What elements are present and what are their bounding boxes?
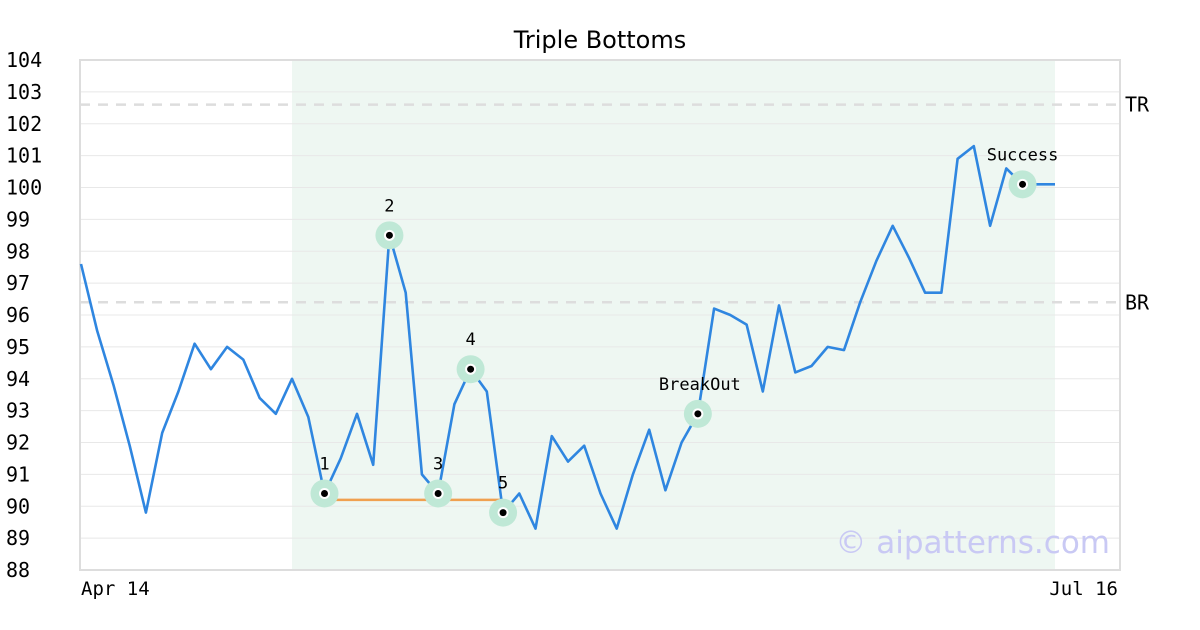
annotation-success: Success (987, 145, 1059, 165)
marker-dot-breakout (694, 410, 702, 418)
price-series (79, 144, 1055, 530)
chart-title: Triple Bottoms (513, 26, 687, 54)
marker-dot-1 (321, 490, 328, 497)
y-tick-label: 99 (6, 207, 30, 231)
y-tick-labels: 88 89 90 91 92 93 94 95 96 97 98 99 100 101 102 103 104 (6, 48, 42, 582)
x-tick-end: Jul 16 (1049, 578, 1118, 600)
x-tick-start: Apr 14 (81, 578, 150, 600)
y-tick-label: 88 (6, 558, 30, 582)
level-label-tr: TR (1125, 93, 1150, 117)
y-tick-label: 92 (6, 431, 30, 455)
y-tick-label: 90 (6, 494, 30, 518)
y-tick-label: 98 (6, 239, 30, 263)
price-line (79, 144, 1055, 530)
marker-dot-2 (385, 231, 393, 239)
y-tick-label: 100 (6, 176, 42, 200)
marker-dot-success (1019, 180, 1027, 188)
marker-dot-5 (499, 509, 507, 517)
y-tick-label: 95 (6, 335, 30, 359)
annotation-1: 1 (319, 455, 329, 475)
annotation-breakout: BreakOut (659, 375, 741, 395)
y-tick-label: 89 (6, 526, 30, 550)
horizontal-level-lines (80, 103, 1120, 304)
y-tick-label: 102 (6, 112, 42, 136)
plot-frame (79, 59, 1121, 571)
annotation-labels: 1 2 3 4 5 BreakOut Success (319, 145, 1058, 493)
marker-dot-4 (467, 365, 475, 373)
y-tick-label: 104 (6, 48, 42, 72)
y-tick-label: 101 (6, 144, 42, 168)
y-tick-label: 93 (6, 399, 30, 423)
y-tick-label: 94 (6, 367, 30, 391)
pattern-markers (310, 170, 1037, 527)
y-tick-label: 96 (6, 303, 30, 327)
level-labels: TR BR (1125, 93, 1150, 315)
marker-dot-3 (434, 490, 442, 497)
y-tick-label: 91 (6, 462, 30, 486)
level-label-br: BR (1125, 290, 1150, 314)
y-tick-label: 97 (6, 271, 30, 295)
watermark: © aipatterns.com (835, 525, 1110, 561)
annotation-2: 2 (384, 196, 394, 216)
y-tick-label: 103 (6, 80, 42, 104)
annotation-5: 5 (498, 474, 508, 494)
annotation-4: 4 (465, 330, 475, 350)
annotation-3: 3 (433, 455, 443, 475)
